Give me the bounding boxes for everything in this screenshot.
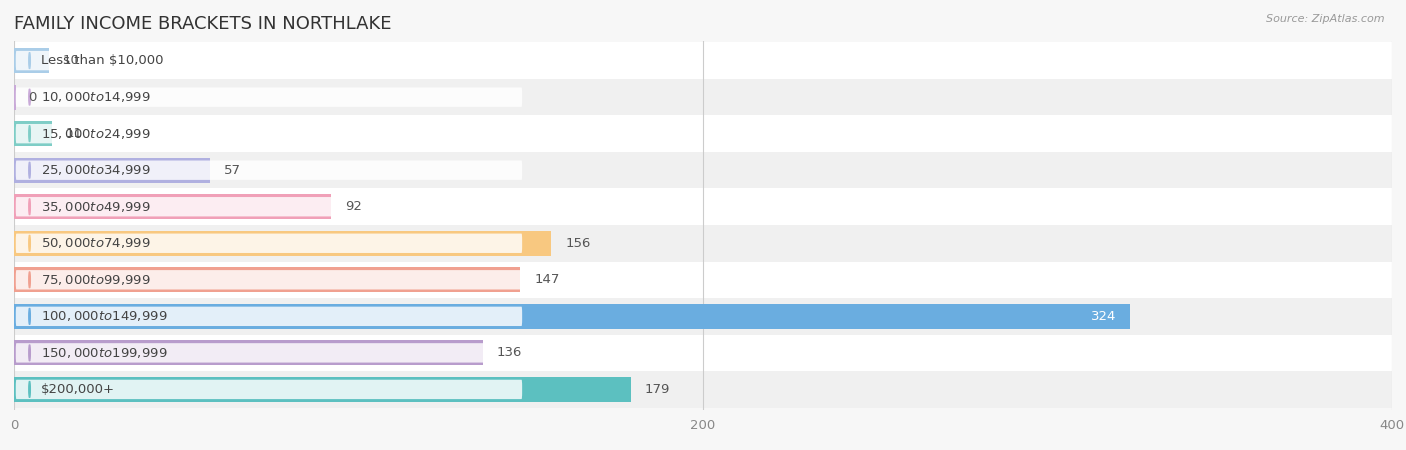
FancyBboxPatch shape [15,306,522,326]
Bar [14,231,551,256]
Bar [14,341,482,365]
Text: $150,000 to $199,999: $150,000 to $199,999 [41,346,167,360]
Circle shape [28,235,31,252]
Text: 156: 156 [565,237,591,250]
Circle shape [28,198,31,215]
Bar [14,152,1392,189]
FancyBboxPatch shape [15,161,522,180]
Circle shape [28,89,31,105]
FancyBboxPatch shape [15,343,522,363]
Circle shape [28,53,31,69]
Bar [14,377,631,402]
Text: $25,000 to $34,999: $25,000 to $34,999 [41,163,150,177]
Text: 11: 11 [66,127,83,140]
Text: 324: 324 [1091,310,1116,323]
Circle shape [28,126,31,142]
FancyBboxPatch shape [15,51,522,70]
Bar [14,42,1392,79]
Circle shape [28,381,31,397]
Text: 136: 136 [496,346,522,360]
Bar [14,85,15,109]
Bar [14,158,211,183]
Text: $15,000 to $24,999: $15,000 to $24,999 [41,126,150,141]
Text: FAMILY INCOME BRACKETS IN NORTHLAKE: FAMILY INCOME BRACKETS IN NORTHLAKE [14,15,391,33]
Text: $35,000 to $49,999: $35,000 to $49,999 [41,200,150,214]
Bar [14,194,330,219]
Text: 0: 0 [28,90,37,104]
Text: 147: 147 [534,273,560,286]
Circle shape [28,272,31,288]
FancyBboxPatch shape [15,234,522,253]
Text: Source: ZipAtlas.com: Source: ZipAtlas.com [1267,14,1385,23]
Bar [14,298,1392,335]
FancyBboxPatch shape [15,380,522,399]
Text: 92: 92 [344,200,361,213]
Bar [14,261,1392,298]
Circle shape [28,162,31,178]
Text: Less than $10,000: Less than $10,000 [41,54,163,67]
Bar [14,225,1392,261]
Text: 57: 57 [224,164,242,177]
Bar [14,121,52,146]
FancyBboxPatch shape [15,270,522,289]
Text: $200,000+: $200,000+ [41,383,115,396]
Text: $100,000 to $149,999: $100,000 to $149,999 [41,309,167,324]
Text: 179: 179 [644,383,669,396]
Bar [14,48,48,73]
Circle shape [28,345,31,361]
Bar [14,371,1392,408]
Bar [14,335,1392,371]
FancyBboxPatch shape [15,197,522,216]
Bar [14,79,1392,115]
Bar [14,115,1392,152]
Bar [14,304,1130,329]
Text: 10: 10 [62,54,79,67]
FancyBboxPatch shape [15,87,522,107]
Text: $50,000 to $74,999: $50,000 to $74,999 [41,236,150,250]
Bar [14,189,1392,225]
Text: $75,000 to $99,999: $75,000 to $99,999 [41,273,150,287]
Bar [14,267,520,292]
FancyBboxPatch shape [15,124,522,144]
Text: $10,000 to $14,999: $10,000 to $14,999 [41,90,150,104]
Circle shape [28,308,31,324]
